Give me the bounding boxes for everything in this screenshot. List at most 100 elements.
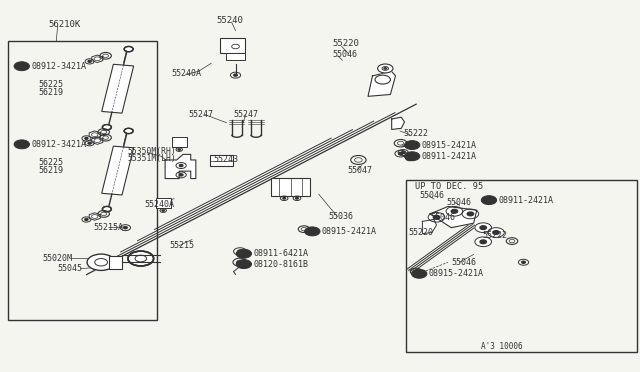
Text: 55247: 55247 [189,110,214,119]
Circle shape [127,130,131,132]
Text: 55350M(RH): 55350M(RH) [128,147,177,156]
Text: 55220: 55220 [408,228,433,237]
Text: 55240: 55240 [216,16,243,25]
Text: 55243: 55243 [214,155,239,164]
Text: 08915-2421A: 08915-2421A [322,227,377,236]
Text: N: N [241,251,247,257]
Polygon shape [92,55,103,62]
Text: W: W [308,228,316,234]
Circle shape [87,254,115,270]
Text: 55240A: 55240A [172,69,202,78]
Circle shape [236,249,252,258]
Circle shape [296,198,298,199]
Circle shape [408,158,411,159]
Text: 56219: 56219 [38,166,63,175]
Text: 56219: 56219 [38,88,63,97]
Bar [220,38,245,53]
Circle shape [404,152,420,161]
Text: 08912-3421A: 08912-3421A [31,62,86,71]
Circle shape [493,231,499,234]
Circle shape [433,215,440,219]
Circle shape [475,223,492,232]
Text: 55046: 55046 [452,258,477,267]
Circle shape [480,226,486,230]
Text: 56210K: 56210K [48,20,80,29]
Circle shape [124,227,127,229]
Text: 08911-2421A: 08911-2421A [422,152,477,161]
Text: 56225: 56225 [38,158,63,167]
Bar [8,41,157,320]
Circle shape [481,196,497,205]
Circle shape [399,153,403,155]
Circle shape [179,174,183,176]
Circle shape [236,260,252,269]
Circle shape [428,212,445,222]
Text: 55240A: 55240A [145,200,175,209]
Text: 08912-3421A: 08912-3421A [31,140,86,149]
Bar [156,198,171,208]
Circle shape [85,138,88,139]
Text: N: N [19,63,25,69]
Polygon shape [102,146,134,195]
Circle shape [480,240,486,244]
Text: A'3 10006: A'3 10006 [481,342,523,351]
Text: 55222: 55222 [403,129,428,138]
Text: 55046: 55046 [431,214,456,222]
Circle shape [404,141,420,150]
Circle shape [14,140,29,149]
Text: 55046: 55046 [333,50,358,59]
Text: 55220: 55220 [333,39,360,48]
Text: 08911-6421A: 08911-6421A [253,249,308,258]
Circle shape [401,151,405,154]
Bar [406,180,637,352]
Text: N: N [486,197,492,203]
Circle shape [105,208,109,211]
Circle shape [384,68,387,69]
Circle shape [451,209,458,213]
Text: 08915-2421A: 08915-2421A [429,269,484,278]
Text: W: W [408,142,416,148]
Text: 55046: 55046 [446,198,471,207]
Text: 56225: 56225 [38,80,63,89]
Circle shape [88,61,91,62]
Circle shape [488,228,504,237]
Polygon shape [89,213,100,220]
Text: 55222: 55222 [482,231,507,240]
Text: 08120-8161B: 08120-8161B [253,260,308,269]
Circle shape [462,209,479,219]
Circle shape [283,198,285,199]
Circle shape [446,206,463,216]
Circle shape [178,149,180,150]
Text: 55020M: 55020M [42,254,72,263]
Text: W: W [415,271,423,277]
Polygon shape [392,117,404,129]
Circle shape [234,74,237,76]
Bar [226,53,245,60]
Polygon shape [430,206,477,228]
Circle shape [305,227,320,236]
Polygon shape [92,137,103,144]
Circle shape [127,48,131,51]
Polygon shape [102,64,134,113]
Polygon shape [89,131,100,138]
Circle shape [412,269,427,278]
Text: 55046: 55046 [419,191,444,200]
Text: 08911-2421A: 08911-2421A [499,196,554,205]
Text: 55351M(LH): 55351M(LH) [128,154,177,163]
Circle shape [162,210,164,211]
Text: N: N [19,141,25,147]
Circle shape [179,164,183,167]
Text: N: N [409,153,415,159]
Text: 55247: 55247 [234,110,259,119]
Text: 08915-2421A: 08915-2421A [422,141,477,150]
Text: 55045: 55045 [58,264,83,273]
Bar [271,178,310,196]
Bar [109,256,122,269]
Text: 55215: 55215 [170,241,195,250]
Circle shape [14,62,29,71]
Circle shape [88,142,91,144]
Circle shape [238,250,243,253]
Circle shape [467,212,474,216]
Polygon shape [422,219,436,234]
Circle shape [105,126,109,129]
